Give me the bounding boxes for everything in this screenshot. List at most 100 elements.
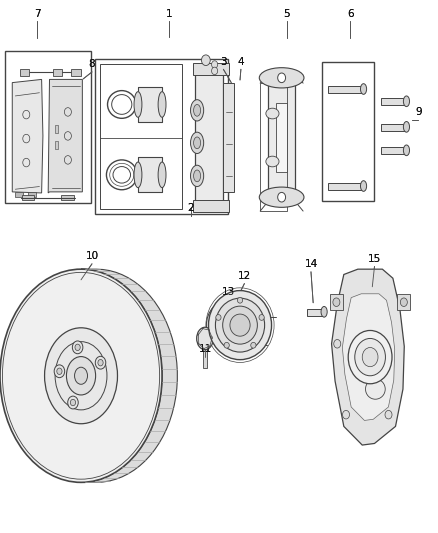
Ellipse shape — [208, 290, 272, 360]
Bar — [268, 74, 295, 201]
Bar — [22, 195, 34, 200]
Ellipse shape — [360, 84, 367, 94]
Text: 11: 11 — [198, 344, 212, 354]
Circle shape — [212, 67, 218, 75]
Bar — [397, 294, 410, 310]
Bar — [276, 103, 287, 172]
Text: 10: 10 — [85, 251, 99, 261]
Ellipse shape — [110, 163, 134, 186]
Ellipse shape — [403, 145, 410, 156]
Bar — [193, 63, 229, 75]
Circle shape — [362, 348, 378, 367]
Polygon shape — [48, 79, 82, 193]
Text: 6: 6 — [347, 9, 354, 19]
Ellipse shape — [224, 342, 230, 348]
Ellipse shape — [365, 379, 385, 399]
Text: 14: 14 — [304, 259, 318, 269]
Text: 11: 11 — [198, 344, 212, 354]
Circle shape — [68, 396, 78, 409]
Circle shape — [334, 340, 341, 348]
Ellipse shape — [134, 92, 142, 117]
Polygon shape — [332, 269, 404, 445]
Bar — [28, 192, 36, 197]
Ellipse shape — [45, 328, 117, 424]
Text: 4: 4 — [237, 56, 244, 67]
Text: 9: 9 — [415, 107, 422, 117]
Bar — [322, 62, 374, 201]
Circle shape — [333, 298, 340, 306]
Circle shape — [278, 192, 286, 202]
Text: 9: 9 — [415, 107, 422, 117]
Bar — [307, 309, 324, 316]
Ellipse shape — [259, 187, 304, 207]
Bar — [71, 69, 81, 76]
Bar — [20, 69, 29, 76]
Text: 2: 2 — [187, 203, 194, 213]
Text: 8: 8 — [88, 59, 95, 69]
Ellipse shape — [191, 165, 204, 187]
Circle shape — [343, 410, 350, 419]
Bar — [381, 147, 406, 154]
Bar — [55, 125, 58, 133]
Bar — [260, 83, 287, 211]
Text: 8: 8 — [88, 59, 95, 69]
Text: 13: 13 — [222, 287, 235, 297]
Text: 12: 12 — [238, 271, 251, 281]
Bar — [193, 200, 229, 212]
Ellipse shape — [230, 314, 250, 336]
Ellipse shape — [74, 367, 88, 384]
Bar — [223, 83, 234, 192]
Circle shape — [54, 365, 65, 378]
Text: 1: 1 — [165, 9, 172, 19]
Bar — [328, 183, 364, 190]
Ellipse shape — [206, 300, 252, 350]
Ellipse shape — [194, 104, 201, 116]
Bar — [138, 87, 162, 122]
Bar — [95, 59, 228, 214]
Bar — [381, 124, 406, 131]
Polygon shape — [81, 269, 177, 482]
Circle shape — [75, 344, 80, 351]
Text: 13: 13 — [222, 287, 235, 297]
Polygon shape — [12, 79, 43, 193]
Ellipse shape — [403, 122, 410, 132]
Circle shape — [71, 399, 76, 406]
Bar — [100, 64, 182, 209]
Bar — [61, 195, 74, 200]
Text: 14: 14 — [304, 259, 318, 269]
Circle shape — [355, 338, 385, 376]
Text: 15: 15 — [368, 254, 381, 264]
Ellipse shape — [134, 162, 142, 188]
Circle shape — [348, 330, 392, 384]
Circle shape — [278, 73, 286, 83]
Ellipse shape — [112, 94, 132, 114]
Ellipse shape — [266, 156, 279, 167]
Text: 15: 15 — [368, 254, 381, 264]
Circle shape — [400, 298, 407, 306]
Circle shape — [212, 61, 218, 68]
Text: 10: 10 — [85, 251, 99, 261]
Bar — [5, 51, 91, 203]
Text: 1: 1 — [165, 9, 172, 19]
Text: 7: 7 — [34, 9, 41, 19]
Text: 12: 12 — [238, 271, 251, 281]
Bar — [138, 157, 162, 192]
Ellipse shape — [216, 314, 221, 320]
Circle shape — [57, 368, 62, 375]
Ellipse shape — [237, 297, 243, 303]
Ellipse shape — [67, 357, 95, 395]
Bar — [203, 346, 207, 368]
Ellipse shape — [259, 314, 264, 320]
Text: 7: 7 — [34, 9, 41, 19]
Circle shape — [201, 55, 210, 66]
Ellipse shape — [259, 68, 304, 88]
Ellipse shape — [194, 170, 201, 182]
Text: 6: 6 — [347, 9, 354, 19]
Ellipse shape — [223, 306, 258, 344]
Ellipse shape — [403, 96, 410, 107]
Bar — [53, 69, 62, 76]
Bar — [195, 70, 223, 205]
Bar — [55, 141, 58, 149]
Text: 5: 5 — [283, 9, 290, 19]
Ellipse shape — [191, 100, 204, 121]
